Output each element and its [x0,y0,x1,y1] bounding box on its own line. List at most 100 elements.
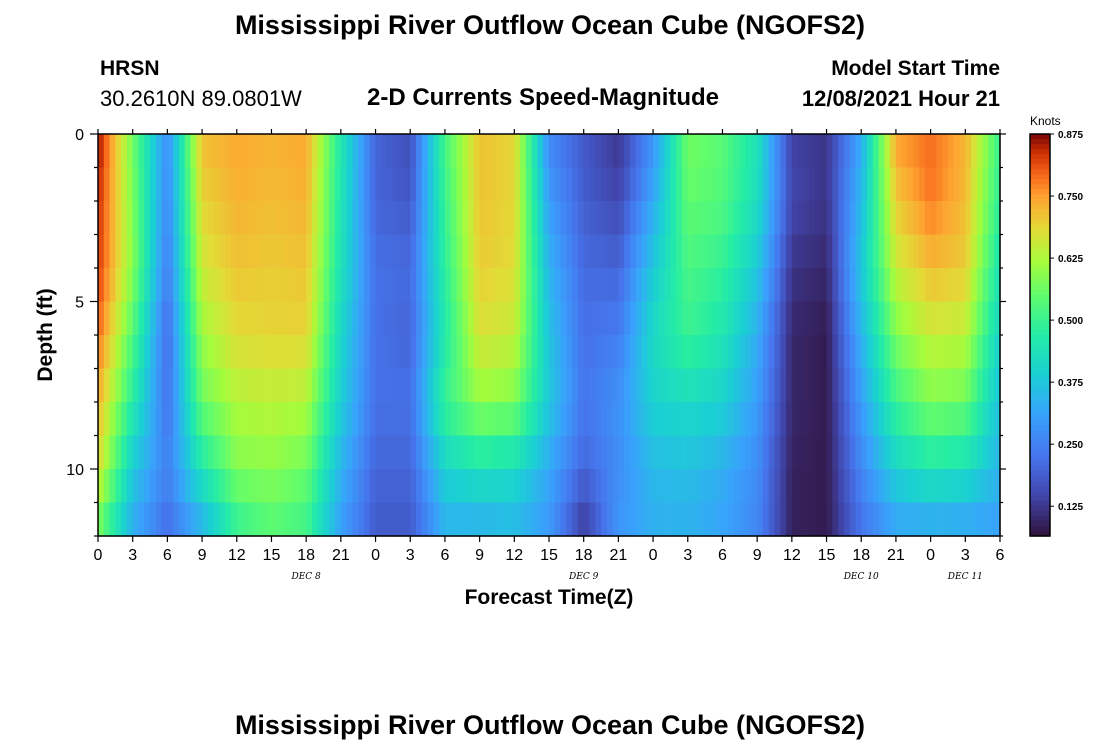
heatmap-cell [317,301,325,336]
heatmap-cell [248,469,255,504]
heatmap-cell [207,134,215,169]
heatmap-cell [716,234,724,269]
heatmap-cell [502,134,510,169]
heatmap-cell [288,368,296,403]
heatmap-cell [577,167,585,202]
heatmap-cell [219,301,226,336]
heatmap-cell [329,234,336,269]
heatmap-cell [369,234,377,269]
heatmap-cell [734,201,741,236]
heatmap-cell [901,402,909,437]
heatmap-cell [629,134,637,169]
heatmap-cell [323,268,330,303]
heatmap-cell [791,301,799,336]
heatmap-cell [722,435,729,470]
heatmap-cell [814,469,822,504]
heatmap-cell [439,335,446,370]
heatmap-cell [439,268,446,303]
heatmap-cell [340,502,348,537]
heatmap-cell [150,268,157,303]
heatmap-cell [115,134,122,169]
heatmap-cell [444,268,452,303]
heatmap-cell [479,402,486,437]
heatmap-cell [820,201,828,236]
heatmap-cell [635,502,643,537]
heatmap-cell [693,167,700,202]
heatmap-cell [479,435,486,470]
heatmap-cell [936,368,943,403]
heatmap-cell [392,268,400,303]
heatmap-cell [994,435,1001,470]
heatmap-cell [543,435,550,470]
heatmap-cell [872,268,880,303]
heatmap-cell [300,234,307,269]
heatmap-cell [936,435,943,470]
heatmap-cell [878,469,885,504]
heatmap-cell [867,502,874,537]
heatmap-cell [462,469,469,504]
heatmap-cell [947,167,955,202]
heatmap-cell [624,201,631,236]
heatmap-cell [913,167,920,202]
heatmap-cell [525,134,533,169]
heatmap-cell [745,402,752,437]
heatmap-cell [745,368,752,403]
heatmap-cell [543,402,550,437]
heatmap-cell [768,201,776,236]
x-tick-label: 18 [297,547,315,564]
heatmap-cell [699,435,706,470]
heatmap-cell [416,268,423,303]
heatmap-cell [606,469,614,504]
heatmap-cell [774,201,781,236]
heatmap-cell [398,201,406,236]
heatmap-cell [502,335,510,370]
heatmap-cell [566,469,573,504]
heatmap-cell [508,234,515,269]
heatmap-cell [635,134,643,169]
heatmap-cell [641,268,648,303]
heatmap-cell [288,335,296,370]
heatmap-cell [427,301,434,336]
heatmap-cell [814,301,822,336]
heatmap-cell [699,234,706,269]
heatmap-cell [265,402,273,437]
heatmap-cell [971,435,978,470]
heatmap-cell [294,435,301,470]
heatmap-cell [340,234,348,269]
heatmap-cell [936,469,943,504]
colorbar-segment [1030,319,1050,326]
heatmap-cell [942,301,949,336]
heatmap-cell [705,167,712,202]
colorbar-segment [1030,430,1050,437]
x-tick-label: 9 [753,547,762,564]
heatmap-cell [479,234,486,269]
heatmap-cell [803,335,810,370]
heatmap-cell [780,435,787,470]
heatmap-cell [271,502,278,537]
heatmap-cell [809,402,816,437]
heatmap-cell [618,268,625,303]
heatmap-cell [433,167,440,202]
heatmap-cell [346,234,354,269]
heatmap-cell [745,435,752,470]
heatmap-cell [306,502,313,537]
heatmap-cell [681,469,689,504]
heatmap-cell [647,368,654,403]
heatmap-cell [710,469,718,504]
heatmap-cell [473,368,481,403]
heatmap-cell [797,502,805,537]
heatmap-cell [335,201,342,236]
heatmap-cell [144,435,151,470]
x-tick-label: 6 [163,547,172,564]
heatmap-cell [132,502,140,537]
heatmap-cell [109,469,116,504]
heatmap-cell [658,167,666,202]
heatmap-cell [427,167,434,202]
heatmap-cell [681,134,689,169]
heatmap-cell [768,435,776,470]
heatmap-cell [705,134,712,169]
heatmap-cell [178,469,186,504]
heatmap-cell [155,301,163,336]
heatmap-cell [456,134,463,169]
heatmap-cell [693,268,700,303]
